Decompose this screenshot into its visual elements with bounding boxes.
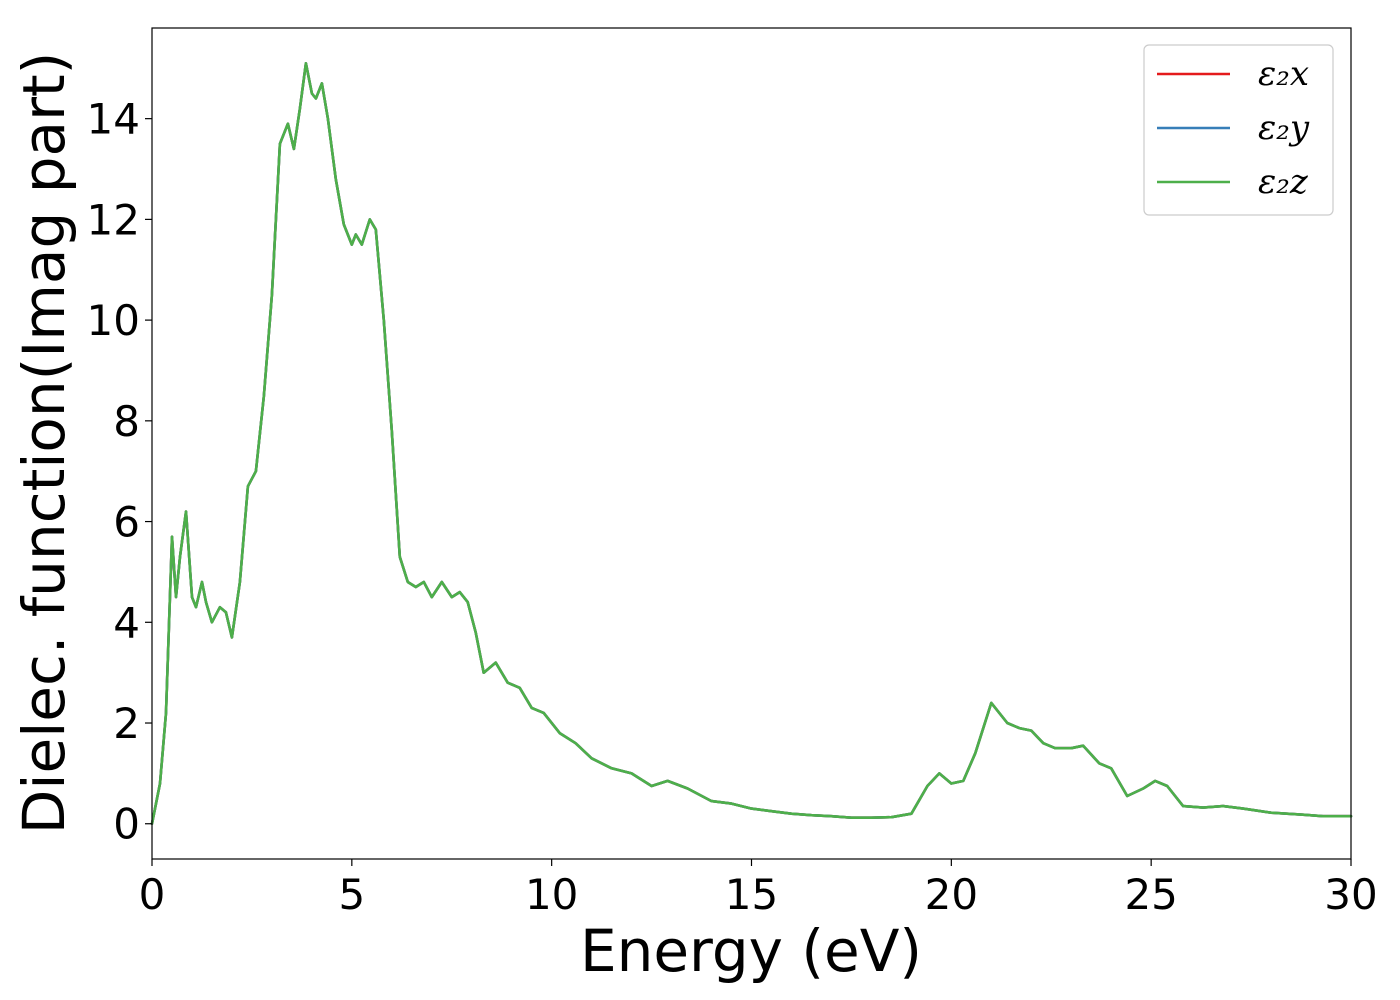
y-axis-title: Dielec. function(Imag part) (10, 52, 78, 835)
legend-entries: ε₂x ε₂y ε₂z (1157, 54, 1310, 202)
legend-box (1143, 44, 1334, 216)
y-tick-label: 2 (113, 699, 140, 748)
y-tick-label: 10 (87, 296, 140, 345)
y-axis-ticks: 0 2 4 6 8 10 12 14 (87, 95, 152, 849)
x-tick-label: 0 (139, 870, 166, 919)
y-tick-label: 6 (113, 498, 140, 547)
legend: ε₂x ε₂y ε₂z (1143, 44, 1334, 216)
y-tick-label: 12 (87, 195, 140, 244)
x-tick-label: 30 (1324, 870, 1377, 919)
x-tick-label: 5 (338, 870, 365, 919)
series-layer (150, 61, 1353, 826)
series-line-3 (150, 61, 1353, 826)
x-tick-label: 15 (725, 870, 778, 919)
legend-label-1: ε₂x (1258, 54, 1309, 94)
y-tick-label: 0 (113, 800, 140, 849)
y-tick-label: 4 (113, 598, 140, 647)
y-tick-label: 8 (113, 397, 140, 446)
x-axis-title: Energy (eV) (580, 917, 922, 985)
x-tick-label: 10 (525, 870, 578, 919)
x-tick-label: 20 (925, 870, 978, 919)
legend-label-3: ε₂z (1258, 162, 1309, 202)
x-tick-label: 25 (1124, 870, 1177, 919)
y-tick-label: 14 (87, 95, 140, 144)
x-axis-ticks: 0 5 10 15 20 25 30 (139, 859, 1378, 919)
legend-label-2: ε₂y (1258, 108, 1310, 148)
